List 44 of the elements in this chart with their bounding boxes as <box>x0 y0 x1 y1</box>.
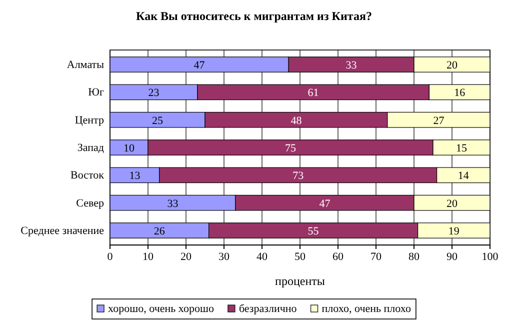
y-tick-label: Восток <box>70 170 105 182</box>
data-label: 61 <box>308 87 319 100</box>
legend-label: хорошо, очень хорошо <box>108 303 214 315</box>
x-tick-label: 10 <box>142 250 154 263</box>
x-axis-title: проценты <box>275 274 325 288</box>
y-tick-label: Алматы <box>66 59 105 72</box>
x-tick-label: 60 <box>332 250 344 263</box>
data-label: 15 <box>456 142 468 154</box>
x-tick-label: 90 <box>446 250 458 263</box>
x-tick-label: 0 <box>107 250 114 263</box>
data-label: 75 <box>285 142 296 154</box>
data-label: 26 <box>154 225 166 238</box>
x-tick-label: 80 <box>408 250 420 263</box>
x-tick-label: 50 <box>294 250 306 263</box>
x-tick-label: 20 <box>180 250 192 263</box>
data-label: 20 <box>446 60 458 72</box>
data-label: 47 <box>319 198 331 210</box>
data-label: 10 <box>124 142 135 154</box>
x-tick-label: 70 <box>370 250 382 263</box>
y-tick-label: Среднее значение <box>20 225 104 237</box>
legend-label: плохо, очень плохо <box>322 303 412 315</box>
x-tick-label: 100 <box>482 250 499 263</box>
y-tick-label: Центр <box>74 114 104 126</box>
data-label: 33 <box>346 60 358 72</box>
data-label: 25 <box>152 114 164 127</box>
data-label: 73 <box>292 170 304 182</box>
data-label: 55 <box>308 225 320 238</box>
y-tick-label: Запад <box>77 142 104 154</box>
data-label: 47 <box>194 60 206 72</box>
data-label: 48 <box>290 114 302 127</box>
data-label: 19 <box>448 225 460 238</box>
data-label: 23 <box>148 87 160 100</box>
data-label: 13 <box>129 170 141 182</box>
data-label: 27 <box>433 114 445 127</box>
data-label: 16 <box>454 87 466 100</box>
data-label: 33 <box>167 198 179 210</box>
x-tick-label: 30 <box>218 250 230 263</box>
data-label: 14 <box>458 170 470 182</box>
y-tick-label: Север <box>76 197 104 210</box>
chart-title: Как Вы относитесь к мигрантам из Китая? <box>136 9 372 23</box>
data-label: 20 <box>446 198 458 210</box>
legend-label: безразлично <box>238 303 298 315</box>
y-tick-label: Юг <box>88 86 104 99</box>
x-tick-label: 40 <box>256 250 268 263</box>
